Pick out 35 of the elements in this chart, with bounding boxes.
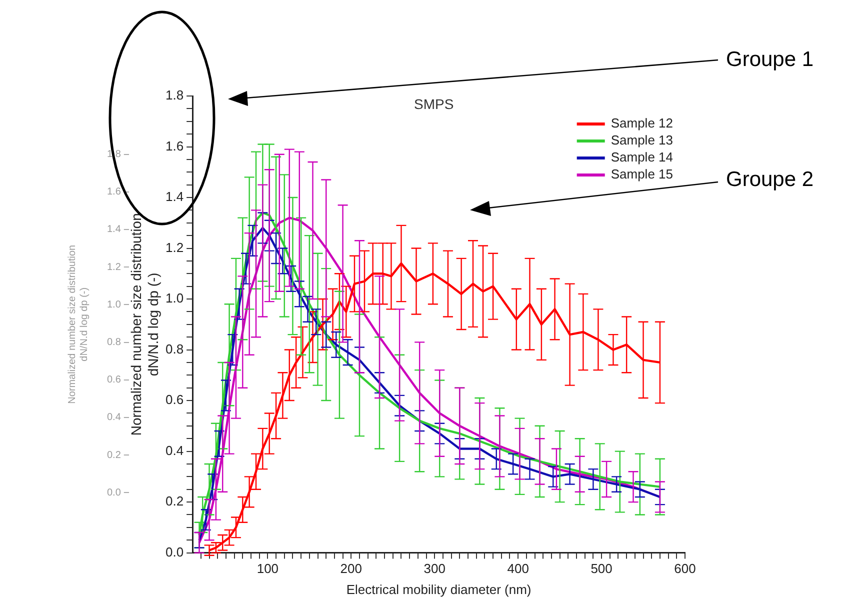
y-axis-title: Normalized number size distribution dN/N.d log dp (-) (128, 213, 161, 436)
y2-tick-label: 0.6 (106, 374, 122, 386)
y-tick-label: 1.0 (165, 290, 184, 306)
y2-tick-label: 1.6 (106, 186, 122, 198)
y2-tick-label: 0.2 (106, 450, 122, 461)
y2-tick-label: 1.2 (106, 262, 122, 273)
y2-tick-label: 0.8 (106, 337, 122, 348)
y-tick-label: 0.8 (165, 341, 184, 356)
y2-axis-title: Normalized number size distribution dN/N.d log dp (-) (66, 244, 90, 404)
y2-tick-label: 1.4 (106, 224, 122, 236)
legend-label: Sample 15 (610, 166, 674, 182)
y-tick-label: 1.4 (165, 189, 184, 204)
legend-label: Sample 12 (610, 116, 674, 131)
y-tick-label: 1.6 (165, 138, 184, 154)
y-tick-label: 0.0 (165, 544, 184, 560)
text: Groupe 1 (726, 48, 814, 72)
x-tick-label: 200 (340, 561, 362, 576)
y-tick-label: 1.2 (165, 240, 184, 255)
y-tick-label: 1.8 (165, 88, 184, 103)
y-tick-label: 0.6 (165, 392, 184, 408)
y2-tick-label: 0.4 (106, 412, 122, 424)
x-tick-label: 600 (674, 561, 696, 576)
chart-title: SMPS (414, 96, 454, 112)
x-tick-label: 300 (424, 561, 446, 576)
y-tick-label: 0.4 (165, 442, 184, 458)
legend-label: Sample 13 (610, 132, 674, 148)
y2-tick-label: 1.0 (106, 299, 122, 310)
y2-tick-label: 0.0 (106, 487, 122, 498)
y-tick-label: 0.2 (165, 494, 184, 509)
x-tick-label: 100 (256, 561, 279, 576)
x-axis-title: Electrical mobility diameter (nm) (346, 582, 532, 597)
text: Groupe 2 (726, 168, 814, 192)
x-tick-label: 500 (590, 561, 612, 576)
x-tick-label: 400 (507, 561, 529, 576)
legend-label: Sample 14 (610, 150, 674, 165)
